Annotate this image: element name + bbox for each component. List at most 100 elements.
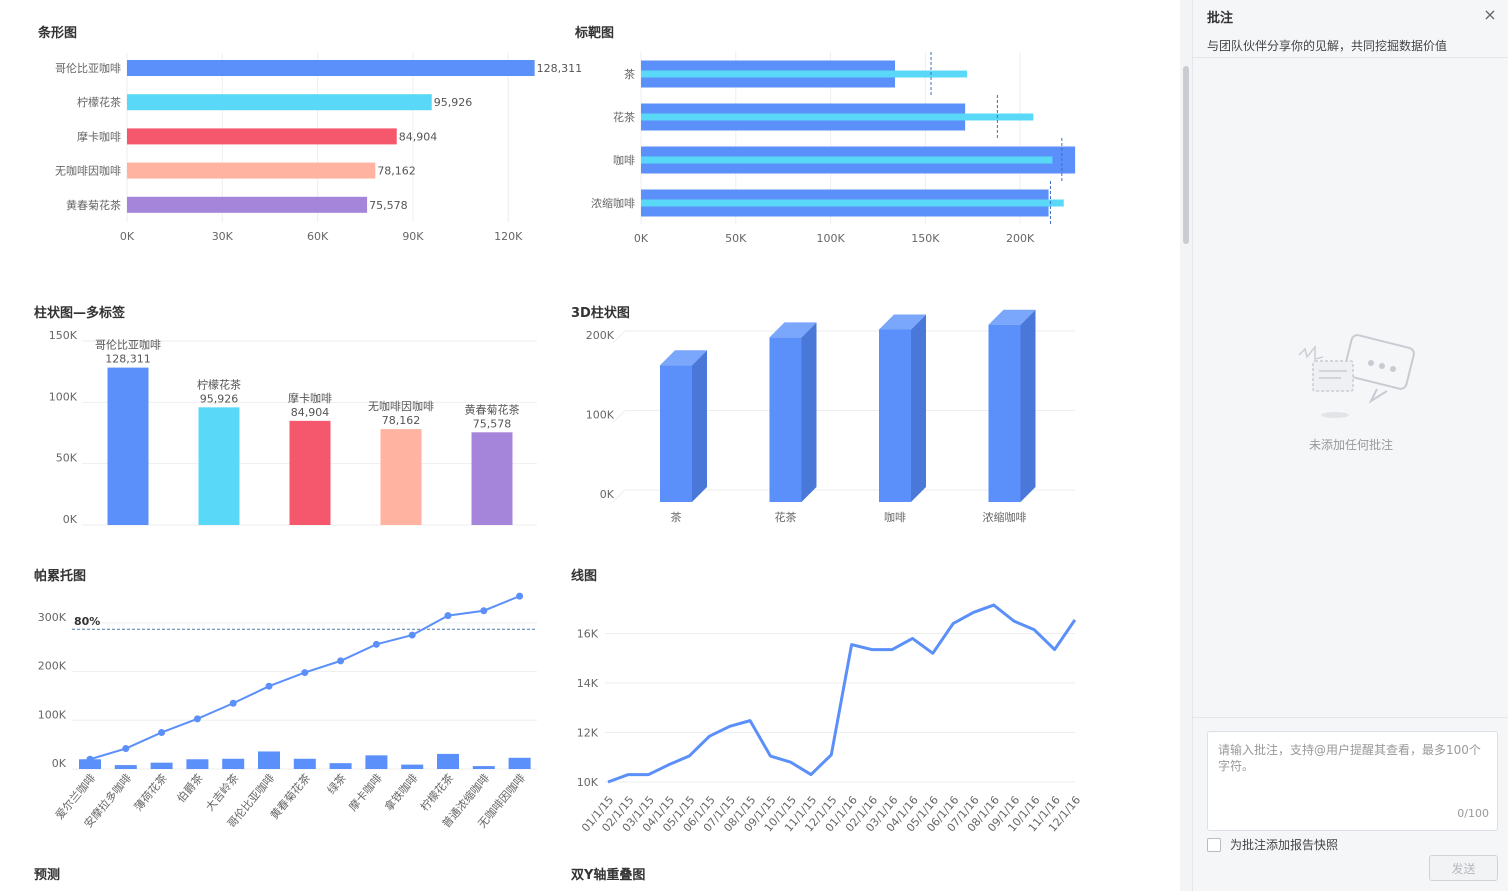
scrollbar-thumb[interactable] [1183, 66, 1189, 244]
y-tick-label: 10K [577, 776, 599, 789]
panel-title: 批注 [1207, 11, 1234, 26]
y-tick-label: 100K [49, 390, 78, 403]
bar3d-chart-title: 3D柱状图 [571, 306, 630, 321]
column [107, 367, 149, 525]
bar [293, 758, 316, 769]
divider [1193, 717, 1508, 718]
measure-bar [641, 113, 1034, 121]
column [988, 324, 1021, 502]
y-tick-label: 16K [577, 628, 599, 641]
empty-state-text: 未添加任何批注 [1308, 438, 1393, 452]
y-tick-label: 0K [63, 513, 78, 526]
grid-line [612, 489, 626, 503]
category-label: 哥伦比亚咖啡 [95, 338, 161, 352]
y-tick-label: 12K [577, 727, 599, 740]
x-tick-label: 90K [402, 230, 424, 243]
horizontal-bar-chart: 0K 30K 60K 90K 120K 哥伦比亚咖啡 128,311 柠檬花茶 95,926 摩卡… [55, 53, 582, 243]
y-tick-label: 200K [38, 660, 67, 673]
category-label: 柠檬花茶 [77, 95, 121, 109]
category-label: 浓缩咖啡 [983, 510, 1027, 524]
value-label: 128,311 [537, 62, 583, 75]
category-label: 浓缩咖啡 [591, 196, 635, 210]
x-tick-label: 150K [911, 232, 940, 245]
y-tick-label: 200K [586, 329, 615, 342]
column-side [801, 322, 817, 502]
comment-box: 0/100 [1207, 731, 1498, 831]
category-label: 咖啡 [613, 153, 635, 167]
comment-input[interactable] [1208, 732, 1497, 830]
bar [329, 763, 352, 769]
measure-bar [641, 199, 1064, 207]
cumulative-line [89, 595, 520, 761]
x-tick-label: 30K [212, 230, 234, 243]
x-tick-label: 0K [634, 232, 649, 245]
empty-comments-icon [1291, 333, 1415, 429]
bar [186, 759, 209, 769]
x-tick-label: 200K [1006, 232, 1035, 245]
category-label: 花茶 [775, 511, 797, 524]
cumulative-point [86, 755, 94, 763]
x-tick-label: 柠檬花茶 [417, 771, 456, 814]
column [660, 365, 692, 502]
annotation-panel: 批注 × 与团队伙伴分享你的见解，共同挖掘数据价值 未添加任何批注 0/100 … [1192, 0, 1508, 891]
column-chart-title: 柱状图—多标签 [34, 306, 126, 321]
measure-bar [641, 70, 968, 78]
column [879, 329, 911, 502]
x-tick-label: 60K [307, 230, 329, 243]
bar [508, 757, 531, 769]
bar3d-chart: 0K 100K 200K 茶 花茶 咖啡 浓缩咖啡 [586, 309, 1075, 524]
measure-bar [641, 156, 1053, 164]
snapshot-option[interactable]: 为批注添加报告快照 [1207, 836, 1338, 853]
y-tick-label: 50K [56, 452, 78, 465]
threshold-label: 80% [74, 615, 100, 628]
column-top [879, 314, 926, 330]
category-label: 摩卡咖啡 [77, 129, 121, 143]
char-counter: 0/100 [1457, 807, 1489, 820]
bar [472, 766, 495, 769]
column-side [692, 350, 707, 502]
x-tick-label: 50K [725, 232, 747, 245]
y-tick-label: 100K [586, 409, 615, 422]
close-icon[interactable]: × [1483, 5, 1497, 24]
category-label: 茶 [671, 511, 682, 524]
category-label: 无咖啡因咖啡 [55, 164, 121, 178]
snapshot-checkbox[interactable] [1207, 837, 1221, 852]
y-tick-label: 0K [600, 488, 615, 501]
y-tick-label: 100K [38, 708, 67, 721]
cumulative-point [372, 640, 380, 648]
column-top [988, 309, 1036, 325]
bar-chart-title: 条形图 [38, 26, 78, 41]
pareto-chart-title: 帕累托图 [34, 569, 87, 584]
bar [150, 762, 173, 769]
column-top [769, 322, 817, 338]
send-button[interactable]: 发送 [1429, 855, 1498, 881]
divider [1193, 57, 1508, 58]
value-label: 75,578 [473, 417, 512, 430]
column [198, 407, 240, 525]
column-side [1020, 309, 1036, 502]
page-scrollbar[interactable] [1180, 0, 1192, 891]
bar [127, 162, 376, 179]
category-label: 柠檬花茶 [197, 377, 241, 391]
bar [401, 764, 424, 769]
x-tick-label: 120K [494, 230, 523, 243]
cumulative-point [229, 699, 237, 707]
x-tick-label: 100K [816, 232, 845, 245]
cumulative-point [444, 612, 452, 620]
column [289, 420, 331, 525]
category-label: 咖啡 [884, 510, 906, 524]
x-tick-label: 0K [120, 230, 135, 243]
x-tick-label: 拿铁咖啡 [381, 771, 420, 814]
cumulative-point [480, 607, 488, 615]
series-line [607, 603, 1077, 784]
bar [365, 755, 388, 769]
snapshot-label: 为批注添加报告快照 [1230, 838, 1339, 852]
bullet-chart-title: 标靶图 [575, 26, 615, 41]
y-tick-label: 300K [38, 611, 67, 624]
value-label: 84,904 [399, 130, 438, 143]
value-label: 95,926 [200, 392, 239, 405]
column [380, 429, 422, 525]
